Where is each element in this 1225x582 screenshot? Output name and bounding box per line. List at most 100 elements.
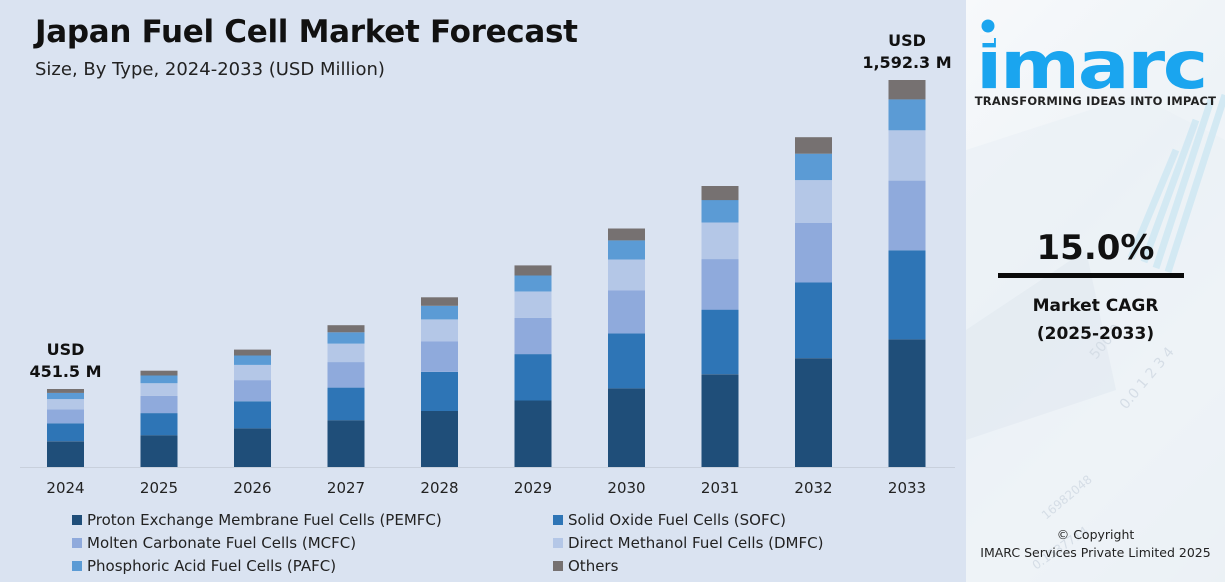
chart-subtitle: Size, By Type, 2024-2033 (USD Million) [35,59,385,80]
total-label-2033-line1: USD [888,31,926,50]
bar-segment-2024-2 [47,409,84,424]
bar-segment-2024-5 [47,389,84,393]
bar-segment-2030-1 [608,333,645,389]
bar-segment-2033-2 [888,180,926,251]
bar-segment-2033-4 [888,99,926,131]
total-label-2033-line2: 1,592.3 M [862,53,951,72]
bar-segment-2026-0 [234,428,271,467]
bar-segment-2029-3 [514,291,552,318]
bar-segment-2025-4 [140,375,178,384]
legend-label: Solid Oxide Fuel Cells (SOFC) [568,511,786,529]
legend-item: Direct Methanol Fuel Cells (DMFC) [553,534,823,552]
cagr-label-line2: (2025-2033) [1036,324,1155,344]
legend-label: Molten Carbonate Fuel Cells (MCFC) [87,534,357,552]
bar-segment-2033-3 [888,130,926,181]
total-label-2024-line2: 451.5 M [29,362,101,381]
bar-segment-2032-2 [795,223,832,283]
bar-segment-2031-3 [701,222,739,259]
x-tick-label: 2028 [420,479,458,497]
bar-segment-2027-3 [327,343,365,362]
stacked-bar-chart: 2024 2025 2026 2027 2028 2029 2030 2031 2032 2033… [20,31,955,497]
bar-segment-2026-5 [234,349,271,356]
bar-segment-2026-2 [234,380,271,402]
bar-segment-2027-1 [327,387,365,421]
bar-segment-2032-0 [795,358,832,467]
x-tick-label: 2029 [514,479,552,497]
total-label-2024-line1: USD [47,340,85,359]
bar-segment-2033-0 [888,339,926,467]
legend-swatch [72,538,82,548]
bar-segment-2030-0 [608,388,645,467]
logo-dot [981,19,995,33]
x-tick-label: 2026 [233,479,271,497]
bar-segment-2031-2 [701,259,739,310]
bar-segment-2033-1 [888,250,926,340]
bar-segment-2032-3 [795,180,832,223]
bar-segment-2032-1 [795,282,832,359]
bar-segment-2025-1 [140,413,178,436]
bar-segment-2025-2 [140,395,178,414]
bar-segment-2028-2 [421,341,458,372]
brand-panel: 500.0 0.0 1 2 3 4 16982048 0.1537714 ima… [966,0,1225,582]
legend-swatch [553,538,563,548]
bar-segment-2024-4 [47,392,84,400]
bar-segment-2028-1 [421,372,458,411]
bar-segment-2026-4 [234,355,271,365]
legend-swatch [72,561,82,571]
bar-segment-2025-0 [140,435,178,467]
bar-segment-2031-0 [701,374,739,467]
cagr-label: Market CAGR (2025-2033) [966,292,1225,348]
bar-segment-2032-4 [795,153,832,181]
bar-segment-2029-0 [514,400,552,467]
legend-item: Molten Carbonate Fuel Cells (MCFC) [72,534,356,552]
logo-text: imarc [980,27,1206,92]
bar-segment-2028-5 [421,297,458,306]
total-labels: USD 451.5 M USD 1,592.3 M [29,31,951,381]
copyright-line1: © Copyright [1056,527,1135,542]
imarc-logo: imarc [980,19,1208,92]
bar-segment-2029-1 [514,354,552,401]
legend-label: Proton Exchange Membrane Fuel Cells (PEM… [87,511,442,529]
copyright-line2: IMARC Services Private Limited 2025 [980,545,1211,560]
bar-segment-2025-5 [140,370,178,376]
copyright: © Copyright IMARC Services Private Limit… [966,526,1225,562]
x-tick-label: 2033 [888,479,926,497]
legend-label: Others [568,557,619,575]
legend-label: Direct Methanol Fuel Cells (DMFC) [568,534,824,552]
bar-segment-2026-3 [234,364,271,381]
bar-segment-2033-5 [888,80,926,100]
bar-segment-2028-4 [421,305,458,320]
bar-segment-2031-1 [701,309,739,375]
bar-segment-2030-4 [608,240,645,260]
bar-segment-2032-5 [795,137,832,154]
cagr-divider [998,273,1184,278]
decorative-background-chart: 500.0 0.0 1 2 3 4 16982048 0.1537714 [966,93,1225,582]
x-tick-label: 2024 [46,479,84,497]
bar-segment-2027-5 [327,325,365,333]
chart-panel: Japan Fuel Cell Market Forecast Size, By… [20,14,955,575]
x-tick-label: 2031 [701,479,739,497]
x-tick-label: 2025 [140,479,178,497]
bars-group [47,80,926,467]
legend-swatch [553,515,563,525]
bar-segment-2031-4 [701,200,739,223]
bar-segment-2030-5 [608,228,645,241]
legend-swatch [553,561,563,571]
bar-segment-2024-3 [47,399,84,410]
legend-swatch [72,515,82,525]
brand-tagline: TRANSFORMING IDEAS INTO IMPACT [974,94,1217,108]
bar-segment-2029-2 [514,317,552,355]
x-tick-label: 2027 [327,479,365,497]
cagr-label-line1: Market CAGR [1032,296,1159,316]
cagr-value: 15.0% [1036,228,1155,268]
bar-segment-2024-0 [47,441,84,467]
legend-item: Phosphoric Acid Fuel Cells (PAFC) [72,557,336,575]
x-tick-label: 2032 [794,479,832,497]
bar-segment-2028-0 [421,411,458,467]
bar-segment-2024-1 [47,423,84,442]
bar-segment-2027-4 [327,332,365,344]
bar-segment-2029-4 [514,275,552,292]
bar-segment-2027-2 [327,362,365,388]
chart-title: Japan Fuel Cell Market Forecast [35,14,578,50]
bar-segment-2028-3 [421,319,458,342]
